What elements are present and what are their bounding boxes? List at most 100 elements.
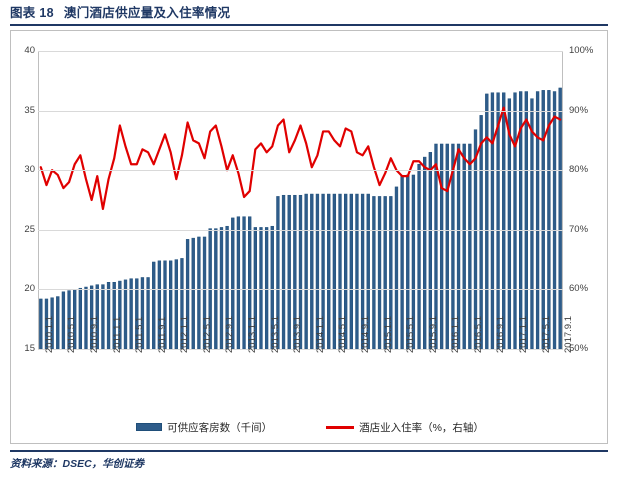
bar	[163, 260, 167, 350]
line-swatch-icon	[326, 425, 355, 429]
gridline	[38, 51, 563, 52]
bar	[101, 284, 105, 350]
x-axis-tick-label: 2017.5.1	[540, 316, 552, 353]
right-axis-tick-label: 70%	[569, 223, 589, 235]
bar	[304, 193, 308, 350]
bar	[524, 91, 528, 350]
left-axis-line	[38, 51, 39, 349]
figure-label: 图表 18	[10, 6, 54, 20]
bar	[219, 227, 224, 350]
bar	[56, 296, 60, 350]
x-axis-tick-label: 2017.1.1	[518, 316, 530, 353]
legend-label-occupancy: 酒店业入住率（%，右轴）	[359, 421, 484, 434]
bar	[169, 260, 173, 350]
x-axis-tick-label: 2011.9.1	[156, 316, 168, 353]
bar	[84, 286, 88, 350]
bar	[332, 193, 337, 350]
bar	[174, 259, 178, 350]
x-axis-tick-label: 2015.5.1	[405, 316, 417, 353]
bar	[513, 92, 517, 350]
left-axis-tick-label: 25	[24, 223, 35, 235]
title-bar: 图表 18 澳门酒店供应量及入住率情况	[10, 4, 608, 26]
bar	[535, 91, 540, 350]
x-axis-tick-label: 2010.1.1	[43, 316, 55, 353]
bar	[558, 87, 562, 350]
bar	[479, 115, 483, 350]
bar	[236, 216, 241, 350]
x-axis-tick-label: 2012.1.1	[179, 316, 191, 353]
gridline	[38, 229, 563, 231]
occupancy-line	[39, 106, 562, 211]
chart-legend: 可供应客房数（千间） 酒店业入住率（%，右轴）	[11, 416, 609, 438]
bar	[191, 237, 195, 350]
bar	[310, 193, 314, 350]
left-axis-tick-label: 20	[24, 283, 35, 295]
right-axis-tick-label: 100%	[569, 45, 594, 56]
bar	[462, 143, 466, 350]
plot-area	[38, 51, 563, 350]
legend-item-occupancy[interactable]: 酒店业入住率（%，右轴）	[326, 420, 484, 435]
x-axis-tick-label: 2010.5.1	[66, 316, 78, 353]
bar	[423, 156, 427, 350]
bar-swatch-icon	[136, 423, 163, 431]
bar	[152, 261, 156, 350]
bar	[242, 216, 246, 350]
series-canvas	[39, 87, 562, 350]
bar	[502, 92, 506, 350]
x-axis-tick-label: 2013.1.1	[247, 316, 259, 353]
bar	[197, 236, 201, 350]
x-axis-tick-label: 2016.1.1	[450, 316, 462, 353]
x-axis-tick-label: 2015.1.1	[382, 316, 394, 353]
bar	[428, 152, 432, 350]
x-axis-tick-label: 2014.1.1	[314, 316, 326, 353]
bar	[530, 98, 534, 350]
bar	[439, 143, 444, 350]
bar	[327, 193, 331, 350]
x-axis-tick-label: 2011.1.1	[111, 316, 123, 353]
bar	[445, 143, 449, 350]
bar	[349, 193, 353, 350]
right-axis-tick-label: 90%	[569, 104, 589, 116]
legend-label-rooms: 可供应客房数（千间）	[167, 421, 273, 434]
bar	[485, 93, 489, 350]
x-axis-tick-label: 2012.5.1	[201, 316, 213, 353]
right-axis-line	[562, 51, 563, 349]
bar	[394, 186, 399, 350]
bar	[468, 143, 472, 350]
bar	[106, 282, 111, 350]
bar	[78, 287, 83, 350]
bar	[61, 291, 66, 350]
gridline	[38, 349, 563, 350]
gridline	[38, 110, 563, 112]
x-axis-tick-label: 2015.9.1	[427, 316, 439, 353]
x-axis-ticks: 2010.1.1 2010.5.1 2010.9.1 2011.1.1 2011.5.1…	[38, 316, 574, 425]
left-axis-tick-label: 40	[24, 45, 35, 56]
source-note: 资料来源：DSEC，华创证券	[10, 458, 145, 470]
x-axis-tick-label: 2010.9.1	[88, 316, 100, 353]
bar	[287, 194, 291, 350]
bar	[264, 227, 269, 350]
x-axis-tick-label: 2012.9.1	[224, 316, 236, 353]
chart-frame: 15 20 25 30 35 40 50% 60% 70% 80% 90% 100% 2010.1.…	[10, 30, 608, 444]
x-axis-tick-label: 2013.5.1	[269, 316, 281, 353]
x-axis-tick-label: 2016.9.1	[495, 316, 507, 353]
figure-title: 澳门酒店供应量及入住率情况	[63, 6, 231, 20]
x-axis-tick-label: 2016.5.1	[472, 316, 484, 353]
bar	[377, 196, 382, 350]
x-axis-tick-label: 2014.9.1	[359, 316, 371, 353]
bar	[372, 196, 376, 350]
left-axis-tick-label: 15	[24, 343, 35, 354]
bar	[417, 163, 421, 350]
bar	[157, 260, 162, 350]
bar	[490, 92, 495, 350]
bar	[400, 175, 404, 350]
bar	[39, 298, 43, 350]
legend-item-rooms[interactable]: 可供应客房数（千间）	[136, 420, 272, 435]
bar	[140, 277, 145, 350]
x-axis-tick-label: 2014.5.1	[337, 316, 349, 353]
left-axis-tick-label: 35	[24, 104, 35, 116]
x-axis-tick-label: 2011.5.1	[134, 316, 146, 353]
bar	[355, 193, 359, 350]
page-title: 图表 18 澳门酒店供应量及入住率情况	[10, 4, 608, 23]
